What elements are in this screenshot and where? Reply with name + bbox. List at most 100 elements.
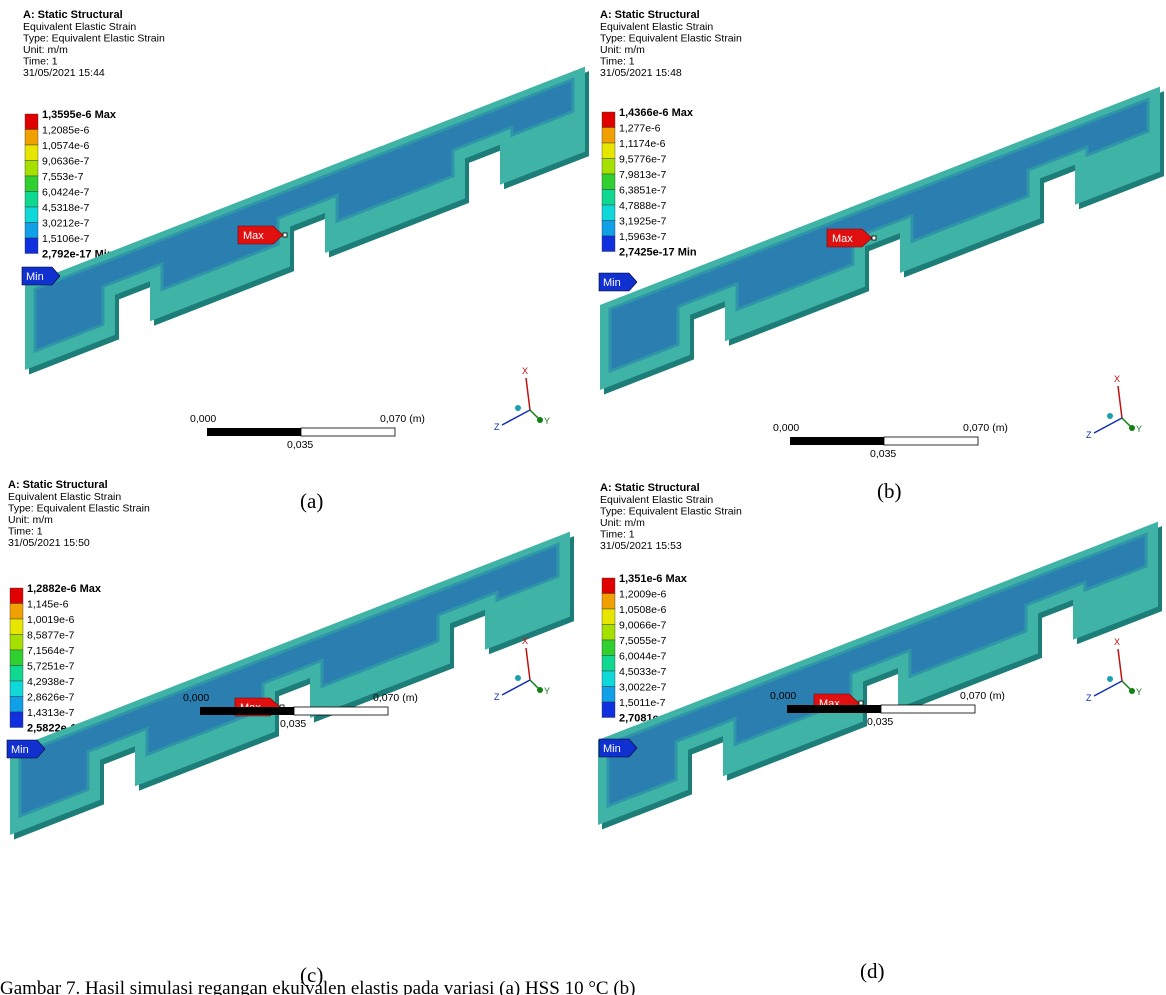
- legend-label: 4,2938e-7: [27, 676, 74, 688]
- panel-label: (b): [877, 479, 902, 503]
- min-label: Min: [603, 277, 621, 289]
- result-info: Time: 1: [600, 56, 635, 68]
- min-label: Min: [603, 743, 621, 755]
- legend-swatch: [10, 604, 23, 620]
- legend-swatch: [602, 594, 615, 610]
- axis-origin: [1129, 688, 1135, 694]
- legend-label: 1,277e-6: [619, 123, 661, 135]
- result-info: Time: 1: [23, 56, 58, 68]
- max-point: [283, 233, 287, 237]
- scale-bar-white: [294, 707, 388, 715]
- legend-swatch: [602, 159, 615, 175]
- legend-label: 1,2009e-6: [619, 589, 666, 601]
- min-label: Min: [11, 744, 29, 756]
- scale-end: 0,070 (m): [373, 692, 418, 704]
- axis-y-label: Y: [1136, 687, 1142, 697]
- legend-swatch: [602, 128, 615, 144]
- legend-label: 1,5963e-7: [619, 231, 666, 243]
- scale-bar-black: [200, 707, 294, 715]
- axis-z-label: Z: [1086, 430, 1092, 440]
- panel-label: (a): [300, 489, 323, 513]
- max-label: Max: [832, 233, 853, 245]
- legend-label: 3,0212e-7: [42, 218, 89, 230]
- legend-label: 1,0019e-6: [27, 614, 74, 626]
- legend-label: 6,0044e-7: [619, 651, 666, 663]
- scale-start: 0,000: [183, 692, 209, 704]
- legend-swatch: [602, 143, 615, 159]
- scale-bar-white: [301, 428, 395, 436]
- legend-label: 1,0508e-6: [619, 604, 666, 616]
- legend-label: 3,0022e-7: [619, 682, 666, 694]
- panel-label: (d): [860, 959, 885, 983]
- legend-swatch: [602, 687, 615, 703]
- result-info: 31/05/2021 15:50: [8, 537, 90, 549]
- legend-label: 9,0636e-7: [42, 156, 89, 168]
- result-info: Unit: m/m: [600, 44, 645, 56]
- legend-label: 1,1174e-6: [619, 138, 666, 150]
- legend-label: 7,1564e-7: [27, 645, 74, 657]
- axis-origin: [537, 417, 543, 423]
- legend-label: 2,8626e-7: [27, 692, 74, 704]
- legend-swatch: [10, 588, 23, 604]
- legend-label: 3,1925e-7: [619, 216, 666, 228]
- legend-label: 4,5033e-7: [619, 666, 666, 678]
- triad-sphere: [515, 405, 521, 411]
- result-info: Equivalent Elastic Strain: [8, 491, 121, 503]
- result-info: Time: 1: [600, 529, 635, 541]
- legend-label: 9,0066e-7: [619, 620, 666, 632]
- result-info: 31/05/2021 15:48: [600, 67, 682, 79]
- legend-label: 7,5055e-7: [619, 635, 666, 647]
- axis-z-label: Z: [1086, 693, 1092, 703]
- result-info: Unit: m/m: [8, 514, 53, 526]
- result-info: Equivalent Elastic Strain: [600, 494, 713, 506]
- result-info: Unit: m/m: [600, 517, 645, 529]
- result-info: Equivalent Elastic Strain: [23, 21, 136, 33]
- figure: Gambar 7. Hasil simulasi regangan ekuiva…: [0, 0, 1166, 995]
- legend-swatch: [25, 207, 38, 223]
- legend-swatch: [25, 223, 38, 239]
- axis-origin: [537, 687, 543, 693]
- legend-swatch: [25, 192, 38, 208]
- legend-swatch: [602, 640, 615, 656]
- legend-swatch: [602, 190, 615, 206]
- max-label: Max: [243, 230, 264, 242]
- legend-label: 9,5776e-7: [619, 154, 666, 166]
- legend-swatch: [10, 681, 23, 697]
- result-title: A: Static Structural: [600, 482, 700, 494]
- legend-swatch: [25, 238, 38, 254]
- legend-label: 1,4366e-6 Max: [619, 107, 694, 119]
- scale-mid: 0,035: [287, 439, 313, 451]
- axis-x-label: X: [1114, 637, 1120, 647]
- legend-label: 1,4313e-7: [27, 707, 74, 719]
- result-info: Unit: m/m: [23, 44, 68, 56]
- legend-swatch: [602, 578, 615, 594]
- legend-swatch: [602, 702, 615, 718]
- legend-swatch: [10, 650, 23, 666]
- max-point: [859, 701, 863, 705]
- result-info: 31/05/2021 15:44: [23, 67, 105, 79]
- legend-swatch: [602, 174, 615, 190]
- legend-swatch: [602, 671, 615, 687]
- triad-sphere: [515, 675, 521, 681]
- legend-label: 1,2882e-6 Max: [27, 583, 102, 595]
- legend-label: 7,9813e-7: [619, 169, 666, 181]
- scale-bar-white: [884, 437, 978, 445]
- scale-mid: 0,035: [867, 716, 893, 728]
- legend-label: 7,553e-7: [42, 171, 84, 183]
- legend-swatch: [602, 236, 615, 252]
- min-label: Min: [26, 271, 44, 283]
- result-title: A: Static Structural: [8, 479, 108, 491]
- legend-label: 5,7251e-7: [27, 661, 74, 673]
- legend-swatch: [10, 712, 23, 728]
- legend-label: 1,2085e-6: [42, 125, 89, 137]
- scale-bar-black: [787, 705, 881, 713]
- scale-start: 0,000: [773, 422, 799, 434]
- legend-label: 4,5318e-7: [42, 202, 89, 214]
- result-title: A: Static Structural: [23, 9, 123, 21]
- legend-label: 4,7888e-7: [619, 200, 666, 212]
- legend-swatch: [602, 221, 615, 237]
- axis-x-label: X: [522, 366, 528, 376]
- legend-label: 1,145e-6: [27, 599, 69, 611]
- legend-label: 1,351e-6 Max: [619, 573, 688, 585]
- legend-swatch: [25, 161, 38, 177]
